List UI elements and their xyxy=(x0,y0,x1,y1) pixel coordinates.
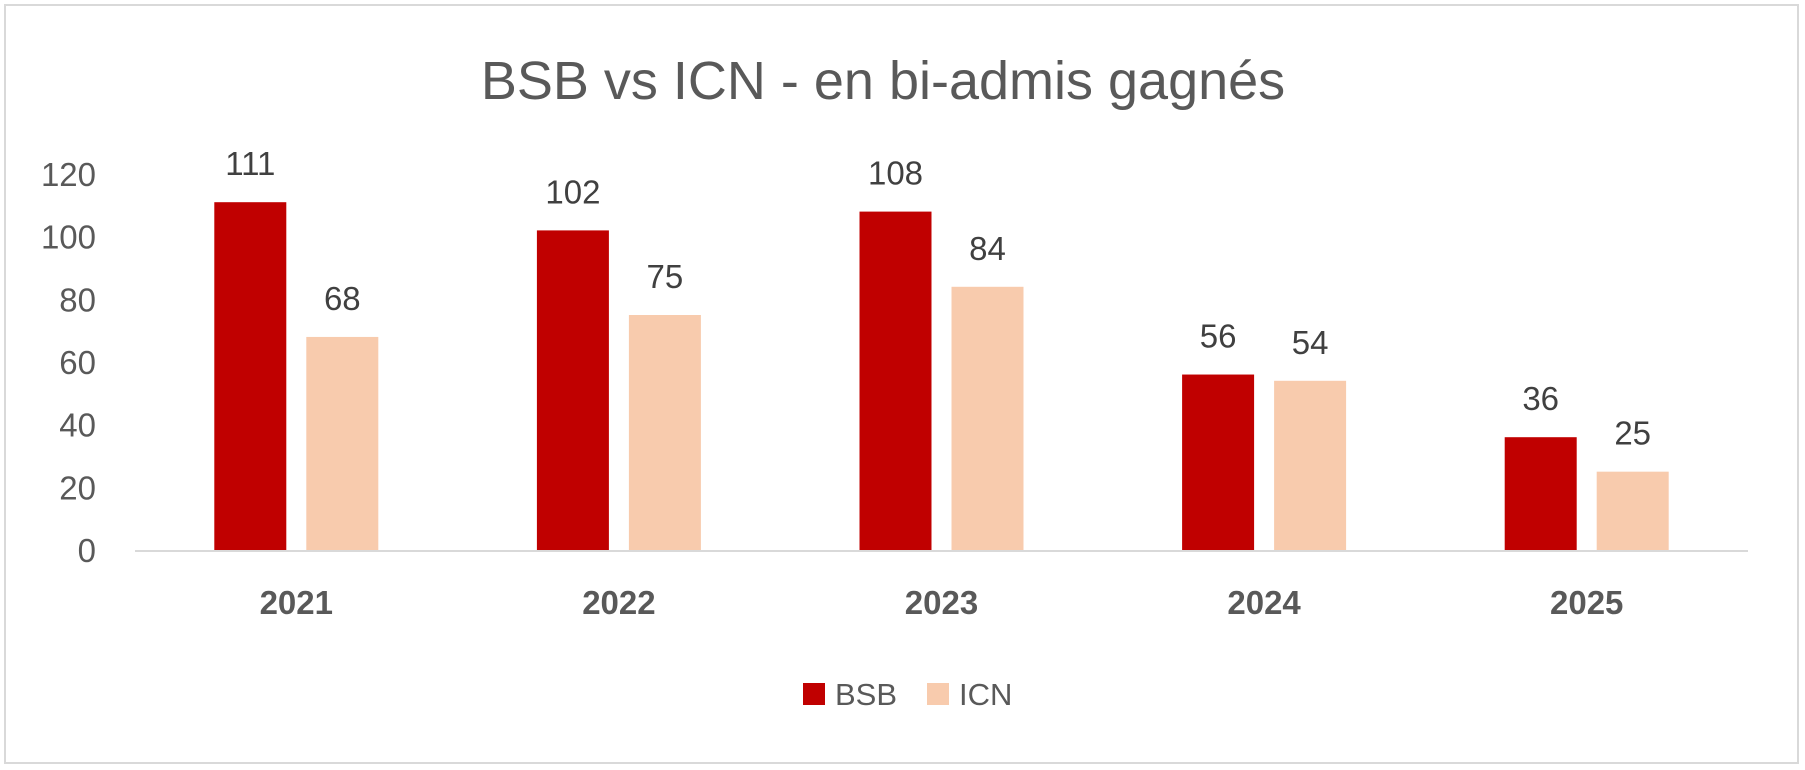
legend: BSB ICN xyxy=(803,677,1012,712)
data-label-bsb-2023: 108 xyxy=(868,155,923,192)
bar-bsb-2024 xyxy=(1182,374,1255,550)
data-label-icn-2024: 54 xyxy=(1292,324,1329,361)
y-tick-label: 0 xyxy=(78,532,96,569)
x-axis: 2021 2022 2023 2024 2025 xyxy=(260,584,1624,621)
chart-title: BSB vs ICN - en bi-admis gagnés xyxy=(481,51,1285,111)
bar-bsb-2021 xyxy=(214,202,287,550)
bar-icn-2021 xyxy=(306,336,379,550)
bar-bsb-2023 xyxy=(859,211,932,550)
legend-label-icn: ICN xyxy=(959,677,1012,712)
data-label-bsb-2024: 56 xyxy=(1200,318,1237,355)
x-tick-label-2022: 2022 xyxy=(582,584,655,621)
x-tick-label-2024: 2024 xyxy=(1227,584,1301,621)
y-tick-label: 120 xyxy=(41,156,96,193)
data-label-icn-2025: 25 xyxy=(1614,415,1651,452)
x-tick-label-2025: 2025 xyxy=(1550,584,1623,621)
legend-swatch-bsb xyxy=(803,683,825,705)
x-tick-label-2023: 2023 xyxy=(905,584,978,621)
data-label-bsb-2022: 102 xyxy=(545,173,600,210)
bar-icn-2025 xyxy=(1596,471,1669,550)
data-labels: 111 68 102 75 108 84 56 54 36 25 xyxy=(225,145,1651,451)
y-tick-label: 100 xyxy=(41,219,96,256)
data-label-icn-2021: 68 xyxy=(324,280,361,317)
y-tick-label: 80 xyxy=(59,281,96,318)
y-tick-label: 20 xyxy=(59,469,96,506)
data-label-bsb-2021: 111 xyxy=(225,145,275,182)
bar-icn-2023 xyxy=(951,286,1024,550)
bar-icn-2022 xyxy=(628,315,701,550)
x-tick-label-2021: 2021 xyxy=(260,584,333,621)
bar-bsb-2025 xyxy=(1504,437,1577,550)
y-tick-label: 40 xyxy=(59,407,96,444)
bars xyxy=(214,202,1669,550)
legend-label-bsb: BSB xyxy=(835,677,897,712)
bar-icn-2024 xyxy=(1274,380,1347,550)
y-tick-label: 60 xyxy=(59,344,96,381)
data-label-icn-2022: 75 xyxy=(647,258,684,295)
legend-swatch-icn xyxy=(927,683,949,705)
bar-bsb-2022 xyxy=(536,230,609,550)
y-axis: 0 20 40 60 80 100 120 xyxy=(41,156,96,569)
data-label-icn-2023: 84 xyxy=(969,230,1006,267)
data-label-bsb-2025: 36 xyxy=(1522,380,1559,417)
